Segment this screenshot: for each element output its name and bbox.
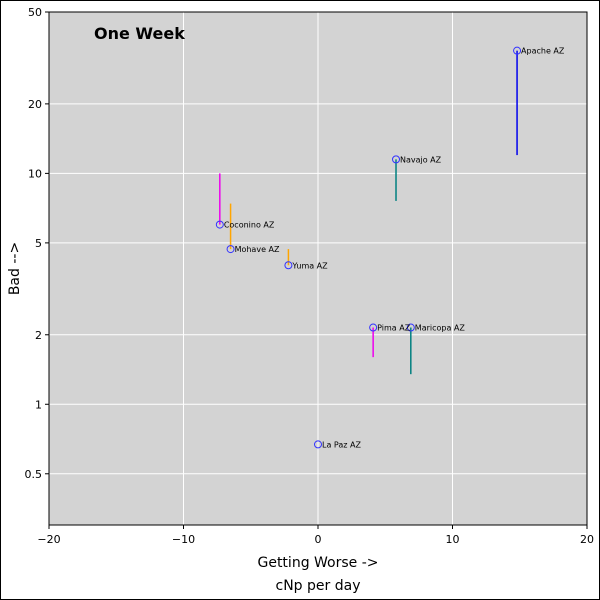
y-tick-label: 50	[28, 6, 42, 19]
y-tick-label: 1	[35, 398, 42, 411]
y-axis-label: Bad -->	[7, 242, 23, 295]
y-tick-label: 20	[28, 98, 42, 111]
point-label: Yuma AZ	[291, 261, 328, 270]
point-label: Pima AZ	[377, 324, 411, 333]
data-point	[215, 220, 224, 229]
data-point	[369, 323, 378, 332]
ticks: −20 −10 0 10 20 0.5 1 2 5 10 20 50	[25, 6, 595, 546]
x-tick-label: 10	[446, 533, 460, 546]
change-lines	[219, 50, 518, 375]
x-axis-sublabel: cNp per day	[276, 578, 361, 594]
data-point	[284, 261, 293, 270]
y-tick-label: 5	[35, 237, 42, 250]
x-axis-label: Getting Worse ->	[257, 555, 378, 571]
data-point	[406, 323, 415, 332]
data-points	[215, 46, 522, 449]
point-label: Apache AZ	[521, 47, 565, 56]
point-label: Navajo AZ	[400, 155, 442, 164]
x-tick-label: 20	[580, 533, 594, 546]
point-label: Coconino AZ	[224, 221, 275, 230]
point-label: Mohave AZ	[235, 245, 280, 254]
data-point	[392, 155, 401, 164]
point-label: Maricopa AZ	[415, 324, 466, 333]
plot-border	[48, 11, 588, 526]
data-point	[314, 440, 322, 449]
grid	[49, 12, 587, 525]
x-tick-label: 0	[315, 533, 322, 546]
data-point	[513, 46, 522, 55]
point-label: La Paz AZ	[322, 440, 361, 449]
x-tick-label: −10	[172, 533, 195, 546]
y-tick-label: 2	[35, 329, 42, 342]
x-tick-label: −20	[37, 533, 60, 546]
point-labels: Apache AZ Navajo AZ Coconino AZ Mohave AZ Yu…	[224, 47, 565, 450]
chart-title: One Week	[94, 24, 185, 43]
y-tick-label: 0.5	[25, 468, 43, 481]
y-tick-label: 10	[28, 167, 42, 180]
data-point	[226, 245, 235, 254]
